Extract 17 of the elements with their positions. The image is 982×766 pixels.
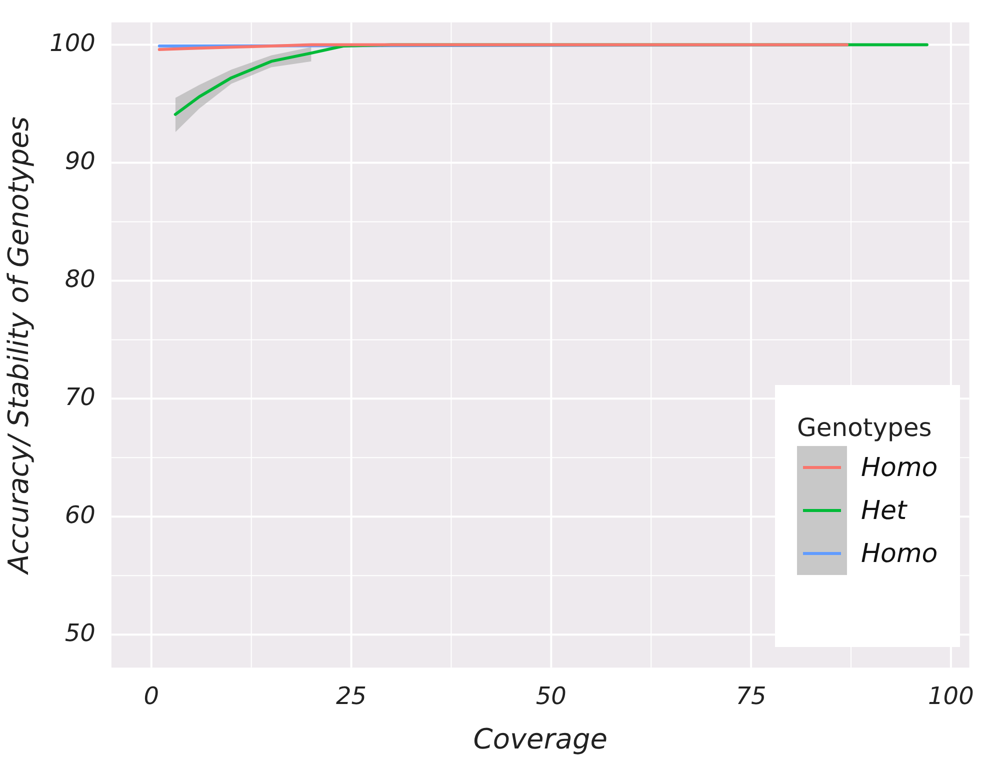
x-tick-label: 25 — [336, 682, 367, 710]
y-tick-label: 70 — [64, 382, 96, 411]
x-tick-label: 75 — [736, 682, 766, 710]
x-tick-label: 0 — [144, 682, 160, 710]
y-tick-label: 90 — [64, 147, 96, 175]
y-tick-label: 100 — [50, 29, 96, 58]
y-tick-label: 80 — [64, 264, 96, 293]
y-axis-title: Accuracy/ Stability of Genotypes — [2, 116, 36, 576]
x-tick-label: 50 — [536, 682, 566, 710]
x-tick-label: 100 — [928, 682, 974, 710]
y-tick-label: 50 — [64, 618, 96, 647]
y-tick-label: 60 — [64, 500, 96, 529]
legend-label: Het — [861, 496, 907, 526]
legend-title: Genotypes — [797, 413, 933, 442]
x-axis-title: Coverage — [473, 722, 608, 756]
legend-label: Homo — [861, 538, 938, 568]
legend-label: Homo — [861, 452, 938, 482]
